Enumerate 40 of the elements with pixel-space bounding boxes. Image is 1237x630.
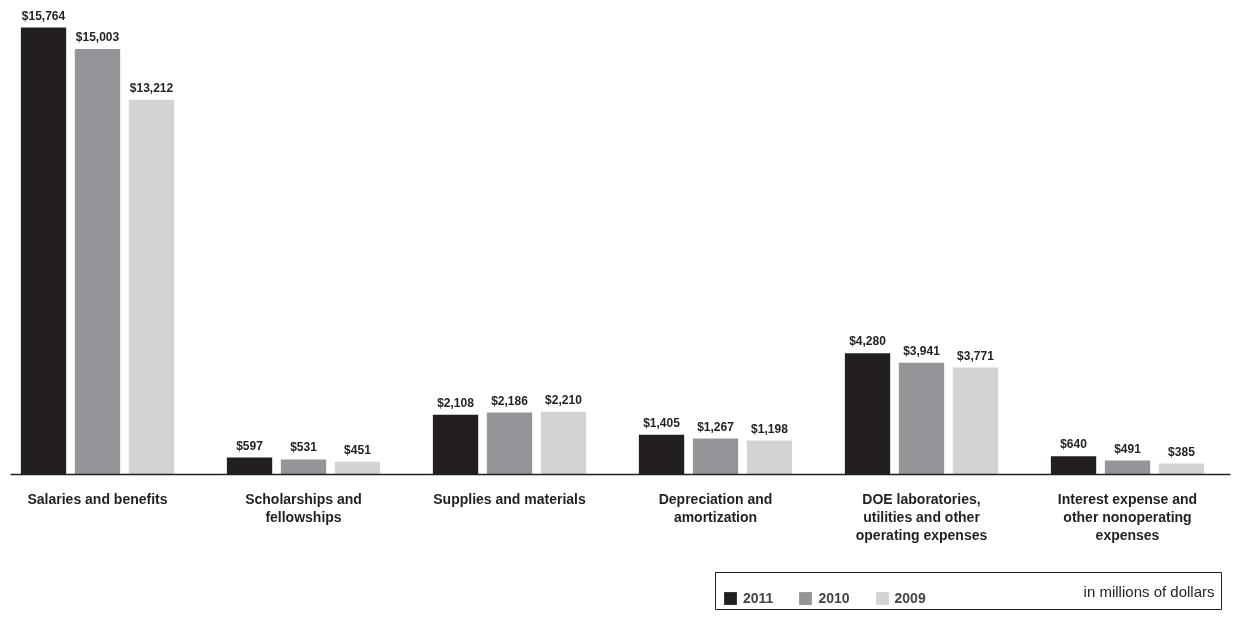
x-tick-label: Interest expense and other nonoperating expenses bbox=[1057, 490, 1198, 543]
data-label: $1,405 bbox=[643, 415, 681, 430]
bar bbox=[898, 362, 945, 475]
bar bbox=[486, 412, 533, 475]
data-label: $2,210 bbox=[545, 392, 583, 407]
bar bbox=[952, 367, 999, 475]
data-label: $2,108 bbox=[437, 395, 475, 410]
legend-label: 2010 bbox=[818, 590, 850, 606]
x-tick-label: Salaries and benefits bbox=[27, 490, 168, 507]
data-label: $491 bbox=[1114, 441, 1142, 456]
bar bbox=[128, 99, 175, 475]
x-tick-label: Supplies and materials bbox=[433, 490, 586, 507]
data-label: $385 bbox=[1168, 444, 1196, 459]
bar bbox=[540, 411, 587, 475]
data-label: $1,198 bbox=[751, 421, 789, 436]
data-label: $3,771 bbox=[957, 348, 995, 363]
bar bbox=[1158, 463, 1205, 475]
data-label: $597 bbox=[236, 438, 264, 453]
legend-title: in millions of dollars bbox=[1083, 582, 1215, 600]
data-label: $531 bbox=[290, 440, 318, 455]
bar bbox=[692, 438, 739, 475]
x-tick-label: Depreciation and amortization bbox=[658, 490, 773, 525]
data-label: $3,941 bbox=[903, 343, 941, 358]
bar bbox=[334, 461, 381, 475]
data-label: $13,212 bbox=[129, 80, 174, 95]
bar bbox=[280, 459, 327, 475]
legend-label: 2011 bbox=[743, 590, 774, 606]
data-label: $4,280 bbox=[849, 334, 887, 349]
x-tick-label: DOE laboratories, utilities and other operating expenses bbox=[855, 490, 988, 543]
data-label: $640 bbox=[1060, 437, 1088, 452]
data-label: $451 bbox=[344, 442, 372, 457]
legend-label: 2009 bbox=[894, 590, 926, 606]
data-label: $2,186 bbox=[491, 393, 529, 408]
data-label: $15,764 bbox=[21, 8, 66, 23]
bar bbox=[74, 49, 121, 475]
data-label: $15,003 bbox=[75, 30, 120, 45]
bar bbox=[746, 440, 793, 475]
x-tick-label: Scholarships and fellowships bbox=[245, 490, 362, 525]
data-label: $1,267 bbox=[697, 419, 735, 434]
bar bbox=[1104, 460, 1151, 475]
